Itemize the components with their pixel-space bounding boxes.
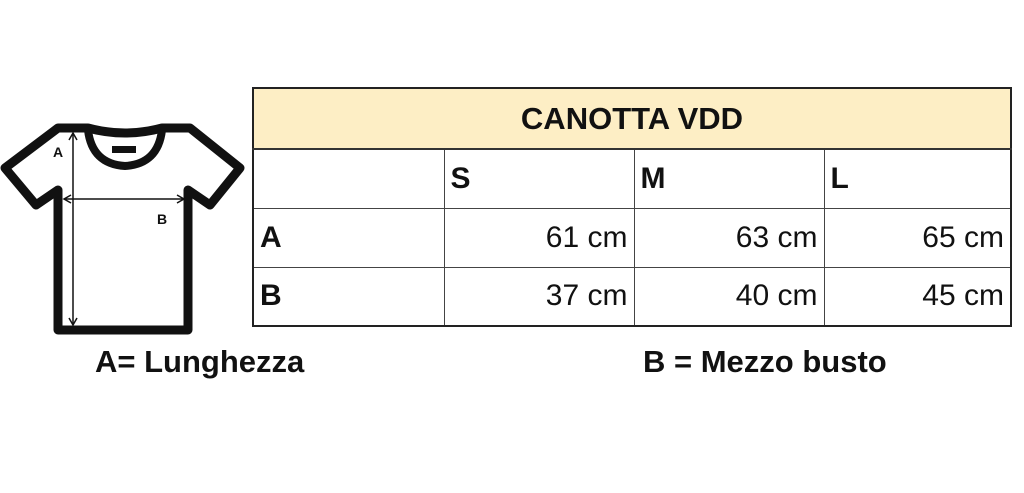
table-row: A 61 cm 63 cm 65 cm bbox=[252, 207, 1012, 268]
table-row: B 37 cm 40 cm 45 cm bbox=[252, 266, 1012, 327]
size-table: CANOTTA VDD S M L A 61 cm 63 cm 65 cm B … bbox=[252, 87, 1012, 327]
legend-b: B = Mezzo busto bbox=[643, 344, 887, 379]
table-header-row: S M L bbox=[252, 148, 1012, 209]
table-title-row: CANOTTA VDD bbox=[252, 87, 1012, 150]
table-cell: 61 cm bbox=[443, 207, 635, 268]
legend-a: A= Lunghezza bbox=[95, 344, 305, 379]
column-header-l: L bbox=[823, 148, 1012, 209]
label-a: A bbox=[53, 144, 63, 160]
column-header bbox=[252, 148, 445, 209]
table-cell: 45 cm bbox=[823, 266, 1012, 327]
table-cell: 65 cm bbox=[823, 207, 1012, 268]
table-cell: 40 cm bbox=[633, 266, 825, 327]
label-b: B bbox=[157, 211, 167, 227]
row-label: B bbox=[252, 266, 445, 327]
column-header-s: S bbox=[443, 148, 635, 209]
table-cell: 63 cm bbox=[633, 207, 825, 268]
table-cell: 37 cm bbox=[443, 266, 635, 327]
column-header-m: M bbox=[633, 148, 825, 209]
tshirt-icon: A B bbox=[0, 123, 245, 335]
table-title: CANOTTA VDD bbox=[252, 87, 1012, 150]
row-label: A bbox=[252, 207, 445, 268]
